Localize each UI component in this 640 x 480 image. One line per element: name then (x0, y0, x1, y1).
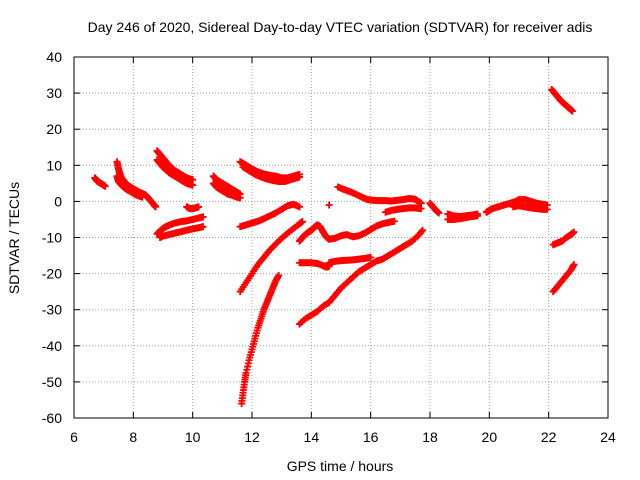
y-tick-label: 40 (46, 49, 62, 65)
data-point (417, 228, 425, 236)
y-tick-label: 20 (46, 121, 62, 137)
series-arc-1 (91, 174, 109, 190)
y-tick-label: 30 (46, 85, 62, 101)
x-tick-label: 10 (185, 429, 201, 445)
x-axis-label: GPS time / hours (287, 458, 394, 474)
series-arc-3 (113, 172, 146, 201)
x-tick-label: 12 (244, 429, 260, 445)
series-arc-6 (153, 213, 207, 238)
series-arc-9 (209, 172, 244, 198)
series-arc-21 (334, 183, 425, 207)
series-arc-17 (295, 259, 333, 271)
x-tick-label: 20 (482, 429, 498, 445)
data-point (417, 205, 425, 213)
series-arc-4 (153, 147, 197, 184)
x-tick-label: 18 (422, 429, 438, 445)
y-tick-label: -60 (42, 410, 62, 426)
series-arc-25 (444, 212, 481, 223)
y-tick-label: -30 (42, 302, 62, 318)
series-arc-29 (549, 228, 578, 249)
y-axis-label: SDTVAR / TECUs (6, 182, 22, 294)
x-tick-label: 8 (129, 429, 137, 445)
series-arc-13 (236, 200, 303, 231)
y-tick-labels: 40 30 20 10 0 -10 -20 -30 -40 -50 -60 (42, 49, 62, 426)
series-arc-12 (239, 163, 303, 186)
series-arc-8 (183, 203, 203, 213)
data-point (367, 253, 375, 261)
series-arc-28 (548, 85, 576, 115)
series-arc-20 (325, 201, 333, 209)
series-arc-18 (295, 217, 398, 245)
data-point (568, 107, 576, 115)
data-point (298, 218, 306, 226)
series-arc-23 (426, 199, 443, 217)
data-point (419, 226, 427, 234)
x-tick-label: 22 (541, 429, 557, 445)
y-tick-label: 10 (46, 157, 62, 173)
data-point (275, 271, 283, 279)
series-arc-7 (156, 223, 207, 241)
x-tick-label: 16 (363, 429, 379, 445)
y-tick-label: -20 (42, 266, 62, 282)
x-tick-labels: 6 8 10 12 14 16 18 20 22 24 (70, 429, 616, 445)
data-point (570, 228, 578, 236)
series-arc-15 (238, 271, 283, 408)
data-point (295, 173, 303, 181)
series-arc-10 (209, 179, 244, 202)
y-tick-label: -40 (42, 338, 62, 354)
data-point (195, 203, 203, 211)
series-arc-5 (153, 156, 197, 189)
data-point (199, 213, 207, 221)
data-point (295, 203, 303, 211)
data-points (91, 85, 578, 408)
y-tick-label: 0 (54, 193, 62, 209)
series-arc-27 (509, 202, 551, 213)
series-arc-22 (382, 204, 425, 216)
x-tick-label: 24 (600, 429, 616, 445)
y-tick-label: -50 (42, 374, 62, 390)
series-arc-14 (236, 218, 306, 296)
series-arc-19 (325, 253, 375, 267)
series-arc-30 (549, 261, 578, 296)
data-point (325, 201, 333, 209)
data-point (390, 217, 398, 225)
data-point (189, 181, 197, 189)
series-arc-16 (295, 226, 427, 328)
x-tick-label: 6 (70, 429, 78, 445)
data-point (236, 194, 244, 202)
data-point (570, 261, 578, 269)
chart-title: Day 246 of 2020, Sidereal Day-to-day VTE… (88, 19, 593, 35)
x-tick-label: 14 (304, 429, 320, 445)
grid-lines (74, 57, 608, 418)
data-point (473, 212, 481, 220)
data-point (138, 193, 146, 201)
data-point (199, 223, 207, 231)
data-point (101, 182, 109, 190)
data-point (543, 205, 551, 213)
data-point (435, 209, 443, 217)
data-point (152, 203, 160, 211)
y-tick-label: -10 (42, 230, 62, 246)
axis-ticks (73, 56, 609, 419)
